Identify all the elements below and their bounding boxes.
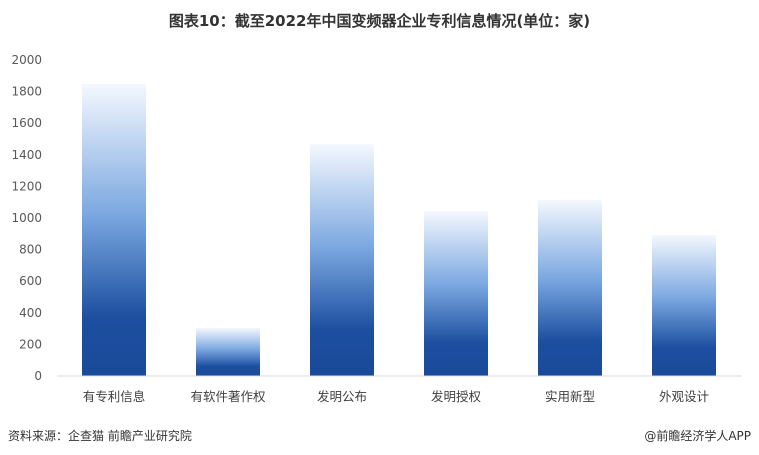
y-tick-label: 1600 xyxy=(11,116,42,130)
bar xyxy=(538,199,602,376)
x-category-label: 发明公布 xyxy=(317,389,367,404)
chart-title: 图表10：截至2022年中国变频器企业专利信息情况(单位：家) xyxy=(168,12,591,30)
bar xyxy=(424,211,488,376)
y-tick-label: 2000 xyxy=(11,53,42,67)
bar xyxy=(82,84,146,377)
credit-note: @前瞻经济学人APP xyxy=(644,429,751,443)
y-tick-label: 200 xyxy=(19,337,42,351)
x-category-label: 有专利信息 xyxy=(83,389,146,404)
y-tick-label: 800 xyxy=(19,243,42,257)
y-tick-label: 1400 xyxy=(11,148,42,162)
y-tick-label: 400 xyxy=(19,306,42,320)
y-tick-label: 1000 xyxy=(11,211,42,225)
y-tick-label: 0 xyxy=(34,369,42,383)
y-tick-label: 1800 xyxy=(11,85,42,99)
x-category-label: 外观设计 xyxy=(659,389,709,404)
bar xyxy=(310,144,374,376)
y-tick-label: 1200 xyxy=(11,179,42,193)
y-tick-label: 600 xyxy=(19,274,42,288)
bar xyxy=(652,235,716,376)
bar xyxy=(196,327,260,376)
source-note: 资料来源：企查猫 前瞻产业研究院 xyxy=(8,429,192,443)
x-category-label: 实用新型 xyxy=(545,389,595,404)
x-category-label: 有软件著作权 xyxy=(190,389,266,404)
x-category-label: 发明授权 xyxy=(431,389,482,404)
